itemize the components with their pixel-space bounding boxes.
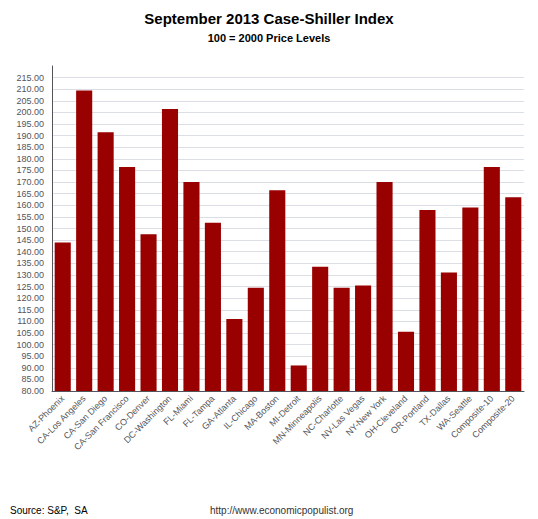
svg-text:215.00: 215.00 [16, 73, 44, 83]
svg-text:NC-Charlotte: NC-Charlotte [301, 393, 346, 438]
svg-text:140.00: 140.00 [16, 247, 44, 257]
svg-text:Composite-10: Composite-10 [448, 393, 496, 441]
svg-text:Composite-20: Composite-20 [470, 393, 517, 440]
svg-text:OH-Cleveland: OH-Cleveland [362, 393, 410, 441]
svg-text:175.00: 175.00 [16, 165, 44, 175]
svg-text:100 = 2000 Price Levels: 100 = 2000 Price Levels [208, 32, 331, 44]
svg-text:90.00: 90.00 [21, 363, 44, 373]
svg-text:210.00: 210.00 [16, 84, 44, 94]
svg-text:http://www.economicpopulist.or: http://www.economicpopulist.org [210, 505, 353, 516]
svg-text:TX-Dallas: TX-Dallas [417, 393, 453, 429]
svg-text:CO-Denver: CO-Denver [112, 393, 153, 433]
svg-text:IL-Chicago: IL-Chicago [221, 393, 260, 432]
svg-text:185.00: 185.00 [16, 142, 44, 152]
svg-text:MN-Minneapolis: MN-Minneapolis [270, 393, 324, 447]
svg-text:180.00: 180.00 [16, 154, 44, 164]
svg-text:NY-New York: NY-New York [343, 393, 389, 438]
svg-text:115.00: 115.00 [17, 305, 44, 315]
svg-text:135.00: 135.00 [16, 258, 44, 268]
svg-text:130.00: 130.00 [16, 270, 44, 280]
svg-text:80.00: 80.00 [21, 386, 44, 396]
svg-text:170.00: 170.00 [16, 177, 44, 187]
svg-text:160.00: 160.00 [16, 200, 44, 210]
svg-text:WA-Seattle: WA-Seattle [434, 393, 474, 433]
svg-text:NV-Las Vegas: NV-Las Vegas [319, 393, 367, 441]
svg-text:165.00: 165.00 [16, 189, 44, 199]
svg-text:190.00: 190.00 [16, 131, 44, 141]
svg-text:100.00: 100.00 [16, 340, 44, 350]
svg-text:OR-Portland: OR-Portland [388, 393, 431, 436]
svg-text:125.00: 125.00 [16, 282, 44, 292]
svg-text:155.00: 155.00 [16, 212, 44, 222]
svg-text:GA-Atlanta: GA-Atlanta [199, 393, 238, 432]
svg-text:Source: S&P, SA: Source: S&P, SA [10, 505, 88, 516]
svg-text:AZ-Phoenix: AZ-Phoenix [26, 393, 67, 434]
svg-text:195.00: 195.00 [16, 119, 44, 129]
svg-text:120.00: 120.00 [16, 293, 44, 303]
svg-text:CA-Los Angeles: CA-Los Angeles [35, 393, 88, 447]
svg-text:95.00: 95.00 [21, 351, 44, 361]
svg-text:200.00: 200.00 [16, 107, 44, 117]
svg-text:CA-San Diego: CA-San Diego [61, 393, 110, 442]
svg-text:85.00: 85.00 [21, 374, 44, 384]
svg-text:FL-Tampa: FL-Tampa [180, 393, 217, 430]
svg-text:MA-Boston: MA-Boston [242, 393, 281, 432]
svg-text:CA-San Francisco: CA-San Francisco [72, 393, 131, 453]
svg-text:105.00: 105.00 [16, 328, 44, 338]
svg-text:DC-Washington: DC-Washington [121, 393, 174, 446]
svg-text:110.00: 110.00 [17, 316, 44, 326]
svg-text:150.00: 150.00 [16, 224, 44, 234]
svg-text:145.00: 145.00 [16, 235, 44, 245]
svg-text:September 2013 Case-Shiller In: September 2013 Case-Shiller Index [144, 10, 394, 27]
svg-text:FL-Miami: FL-Miami [161, 393, 195, 427]
svg-text:205.00: 205.00 [16, 96, 44, 106]
svg-text:MI-Detroit: MI-Detroit [267, 393, 303, 429]
